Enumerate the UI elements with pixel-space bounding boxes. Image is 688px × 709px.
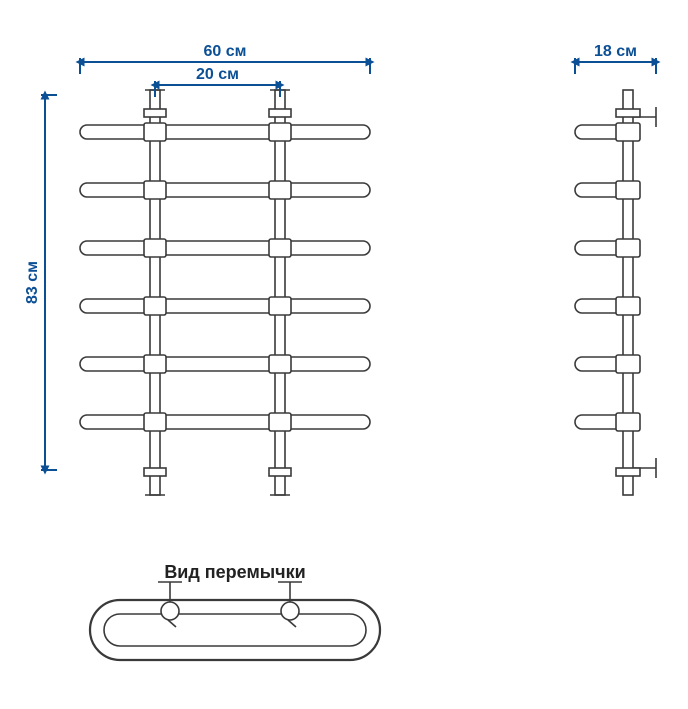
side-collar-bot [616, 468, 640, 476]
side-rail-collar-1 [616, 181, 640, 199]
front-rail-2 [80, 241, 370, 255]
side-rail-collar-3 [616, 297, 640, 315]
front-rail-collar-3-0 [144, 297, 166, 315]
front-rail-collar-3-1 [269, 297, 291, 315]
dim-83-label: 83 см [24, 261, 41, 304]
front-rail-0 [80, 125, 370, 139]
bottom-outer [90, 600, 380, 660]
side-rail-collar-4 [616, 355, 640, 373]
bottom-inner [104, 614, 366, 646]
front-post-0 [150, 90, 160, 495]
front-rail-collar-1-0 [144, 181, 166, 199]
front-post-1 [275, 90, 285, 495]
front-rail-collar-2-0 [144, 239, 166, 257]
front-collar-top-0 [144, 109, 166, 117]
side-post [623, 90, 633, 495]
side-rail-collar-2 [616, 239, 640, 257]
front-rail-collar-5-0 [144, 413, 166, 431]
front-rail-collar-2-1 [269, 239, 291, 257]
front-rail-collar-4-1 [269, 355, 291, 373]
front-rail-collar-5-1 [269, 413, 291, 431]
side-rail-collar-5 [616, 413, 640, 431]
bottom-mark-1 [288, 620, 296, 627]
front-rail-1 [80, 183, 370, 197]
dim-60-label: 60 см [204, 43, 247, 60]
front-collar-bot-1 [269, 468, 291, 476]
side-rail-collar-0 [616, 123, 640, 141]
bottom-fit-1 [281, 602, 299, 620]
front-collar-top-1 [269, 109, 291, 117]
front-rail-collar-0-0 [144, 123, 166, 141]
front-rail-5 [80, 415, 370, 429]
bottom-mark-0 [168, 620, 176, 627]
bottom-fit-0 [161, 602, 179, 620]
front-rail-collar-1-1 [269, 181, 291, 199]
front-collar-bot-0 [144, 468, 166, 476]
dim-18-label: 18 см [594, 43, 637, 60]
front-rail-collar-4-0 [144, 355, 166, 373]
front-rail-3 [80, 299, 370, 313]
dim-20-label: 20 см [196, 66, 239, 83]
side-collar-top [616, 109, 640, 117]
front-rail-collar-0-1 [269, 123, 291, 141]
bottom-caption: Вид перемычки [164, 562, 305, 582]
front-rail-4 [80, 357, 370, 371]
